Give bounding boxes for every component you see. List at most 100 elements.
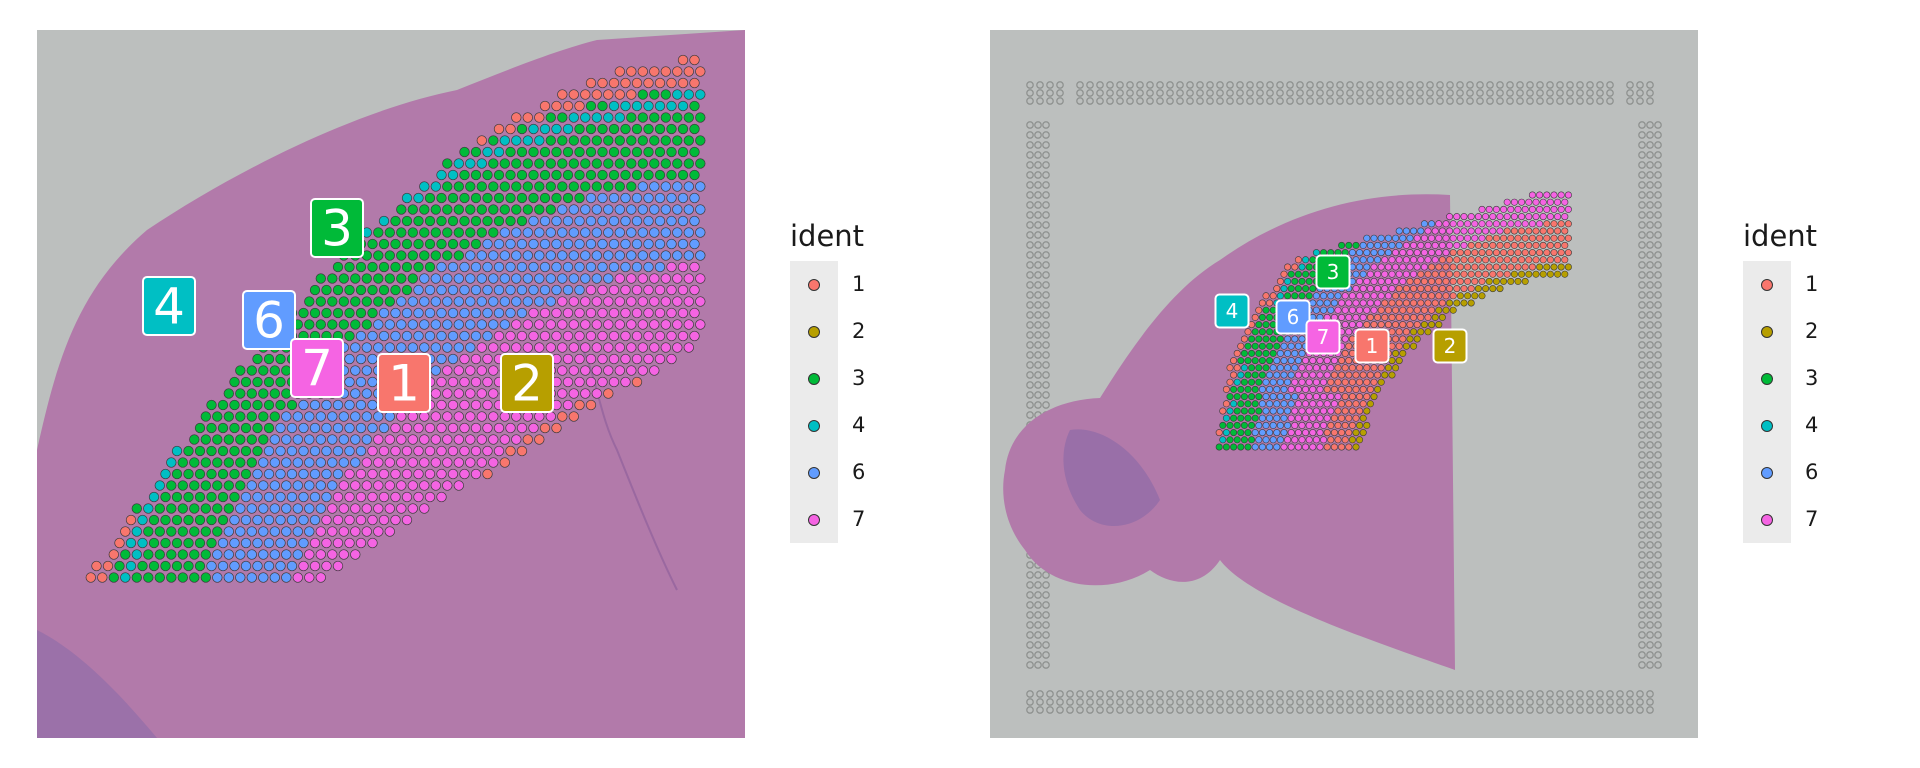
fiducial-spot (1626, 89, 1634, 97)
spot-cluster-2 (1546, 270, 1554, 278)
spot-cluster-7 (344, 514, 355, 526)
fiducial-spot (1576, 690, 1584, 698)
spot-cluster-7 (585, 284, 597, 296)
fiducial-spot (1638, 321, 1646, 329)
fiducial-spot (1076, 97, 1084, 105)
fiducial-spot (1156, 81, 1164, 89)
spot-cluster-3 (1284, 292, 1292, 300)
spot-cluster-3 (246, 457, 257, 468)
spot-cluster-3 (649, 112, 660, 123)
spot-cluster-7 (603, 296, 614, 307)
spot-cluster-6 (269, 480, 280, 491)
spot-cluster-2 (1420, 321, 1428, 329)
fiducial-spot (1276, 690, 1284, 698)
spot-cluster-7 (1312, 393, 1320, 401)
spot-cluster-6 (677, 192, 689, 204)
fiducial-spot (1136, 89, 1144, 97)
spot-cluster-1 (1543, 220, 1551, 228)
spot-cluster-3 (482, 169, 493, 181)
fiducial-spot (1034, 211, 1042, 219)
spot-cluster-1 (1471, 263, 1479, 271)
fiducial-spot (1654, 451, 1662, 459)
spot-cluster-6 (292, 411, 303, 422)
fiducial-spot (1586, 97, 1594, 105)
spot-cluster-7 (654, 353, 666, 365)
spot-cluster-1 (1492, 249, 1500, 257)
fiducial-spot (1176, 89, 1184, 97)
cluster-label-box (1214, 293, 1250, 329)
spot-cluster-6 (436, 353, 447, 365)
spot-cluster-6 (1262, 378, 1270, 386)
fiducial-spot (1346, 97, 1354, 105)
fiducial-spot (1136, 81, 1144, 89)
spot-cluster-6 (465, 342, 476, 353)
spot-cluster-3 (373, 296, 384, 307)
fiducial-spot (1654, 341, 1662, 349)
fiducial-spot (1436, 81, 1444, 89)
spot-cluster-6 (608, 238, 620, 250)
fiducial-spot (1466, 690, 1474, 698)
spot-cluster-7 (1302, 400, 1310, 408)
fiducial-spot (1638, 441, 1646, 449)
fiducial-spot (1416, 97, 1424, 105)
spot-cluster-3 (258, 434, 269, 445)
spot-cluster-7 (1370, 277, 1378, 285)
fiducial-spot (1126, 97, 1134, 105)
spot-cluster-6 (361, 388, 372, 399)
spot-cluster-6 (568, 204, 579, 215)
spot-cluster-3 (229, 445, 240, 457)
spot-cluster-7 (1496, 213, 1504, 221)
fiducial-spot (1456, 89, 1464, 97)
spot-cluster-7 (603, 365, 614, 376)
spot-cluster-6 (476, 319, 487, 330)
spot-cluster-6 (281, 411, 292, 422)
spot-cluster-6 (235, 503, 246, 514)
spot-cluster-7 (545, 411, 556, 422)
spot-cluster-3 (171, 560, 183, 572)
fiducial-spot (1638, 641, 1646, 649)
spot-cluster-3 (200, 480, 211, 491)
fiducial-spot (1646, 351, 1654, 359)
spot-cluster-3 (183, 468, 194, 480)
fiducial-spot (1606, 698, 1614, 706)
spot-cluster-3 (585, 123, 597, 135)
spot-cluster-6 (321, 422, 332, 434)
spot-cluster-3 (177, 503, 188, 514)
spot-cluster-1 (1507, 263, 1515, 271)
spot-cluster-3 (189, 526, 200, 537)
fiducial-spot (1076, 81, 1084, 89)
fiducial-spot (1256, 706, 1264, 714)
spot-cluster-6 (384, 411, 395, 422)
spot-cluster-7 (390, 514, 401, 526)
spot-cluster-3 (1251, 385, 1259, 393)
spot-cluster-3 (516, 146, 528, 158)
fiducial-spot (1646, 601, 1654, 609)
fiducial-spot (1346, 89, 1354, 97)
spot-cluster-7 (1348, 321, 1356, 329)
spot-cluster-7 (1316, 414, 1324, 422)
fiducial-spot (1326, 97, 1334, 105)
spot-cluster-3 (160, 560, 171, 572)
spot-cluster-1 (1359, 400, 1367, 408)
spot-cluster-3 (258, 388, 269, 399)
fiducial-spot (1646, 97, 1654, 105)
spot-cluster-4 (672, 89, 683, 100)
fiducial-spot (1654, 571, 1662, 579)
spot-cluster-7 (1305, 407, 1313, 415)
spot-cluster-4 (1219, 436, 1227, 444)
spot-cluster-7 (1460, 241, 1468, 249)
spot-cluster-7 (568, 296, 579, 307)
spot-cluster-2 (1521, 277, 1529, 285)
spot-cluster-3 (430, 204, 441, 215)
spot-cluster-2 (1550, 263, 1558, 271)
spot-cluster-1 (1240, 335, 1248, 343)
spot-cluster-6 (1294, 357, 1302, 365)
spot-cluster-6 (321, 399, 332, 411)
fiducial-spot (1416, 698, 1424, 706)
spot-cluster-3 (626, 158, 637, 169)
spot-cluster-3 (217, 514, 229, 526)
fiducial-spot (1196, 698, 1204, 706)
spot-cluster-3 (1298, 292, 1306, 300)
spot-cluster-1 (1352, 385, 1360, 393)
spot-cluster-7 (447, 422, 459, 434)
